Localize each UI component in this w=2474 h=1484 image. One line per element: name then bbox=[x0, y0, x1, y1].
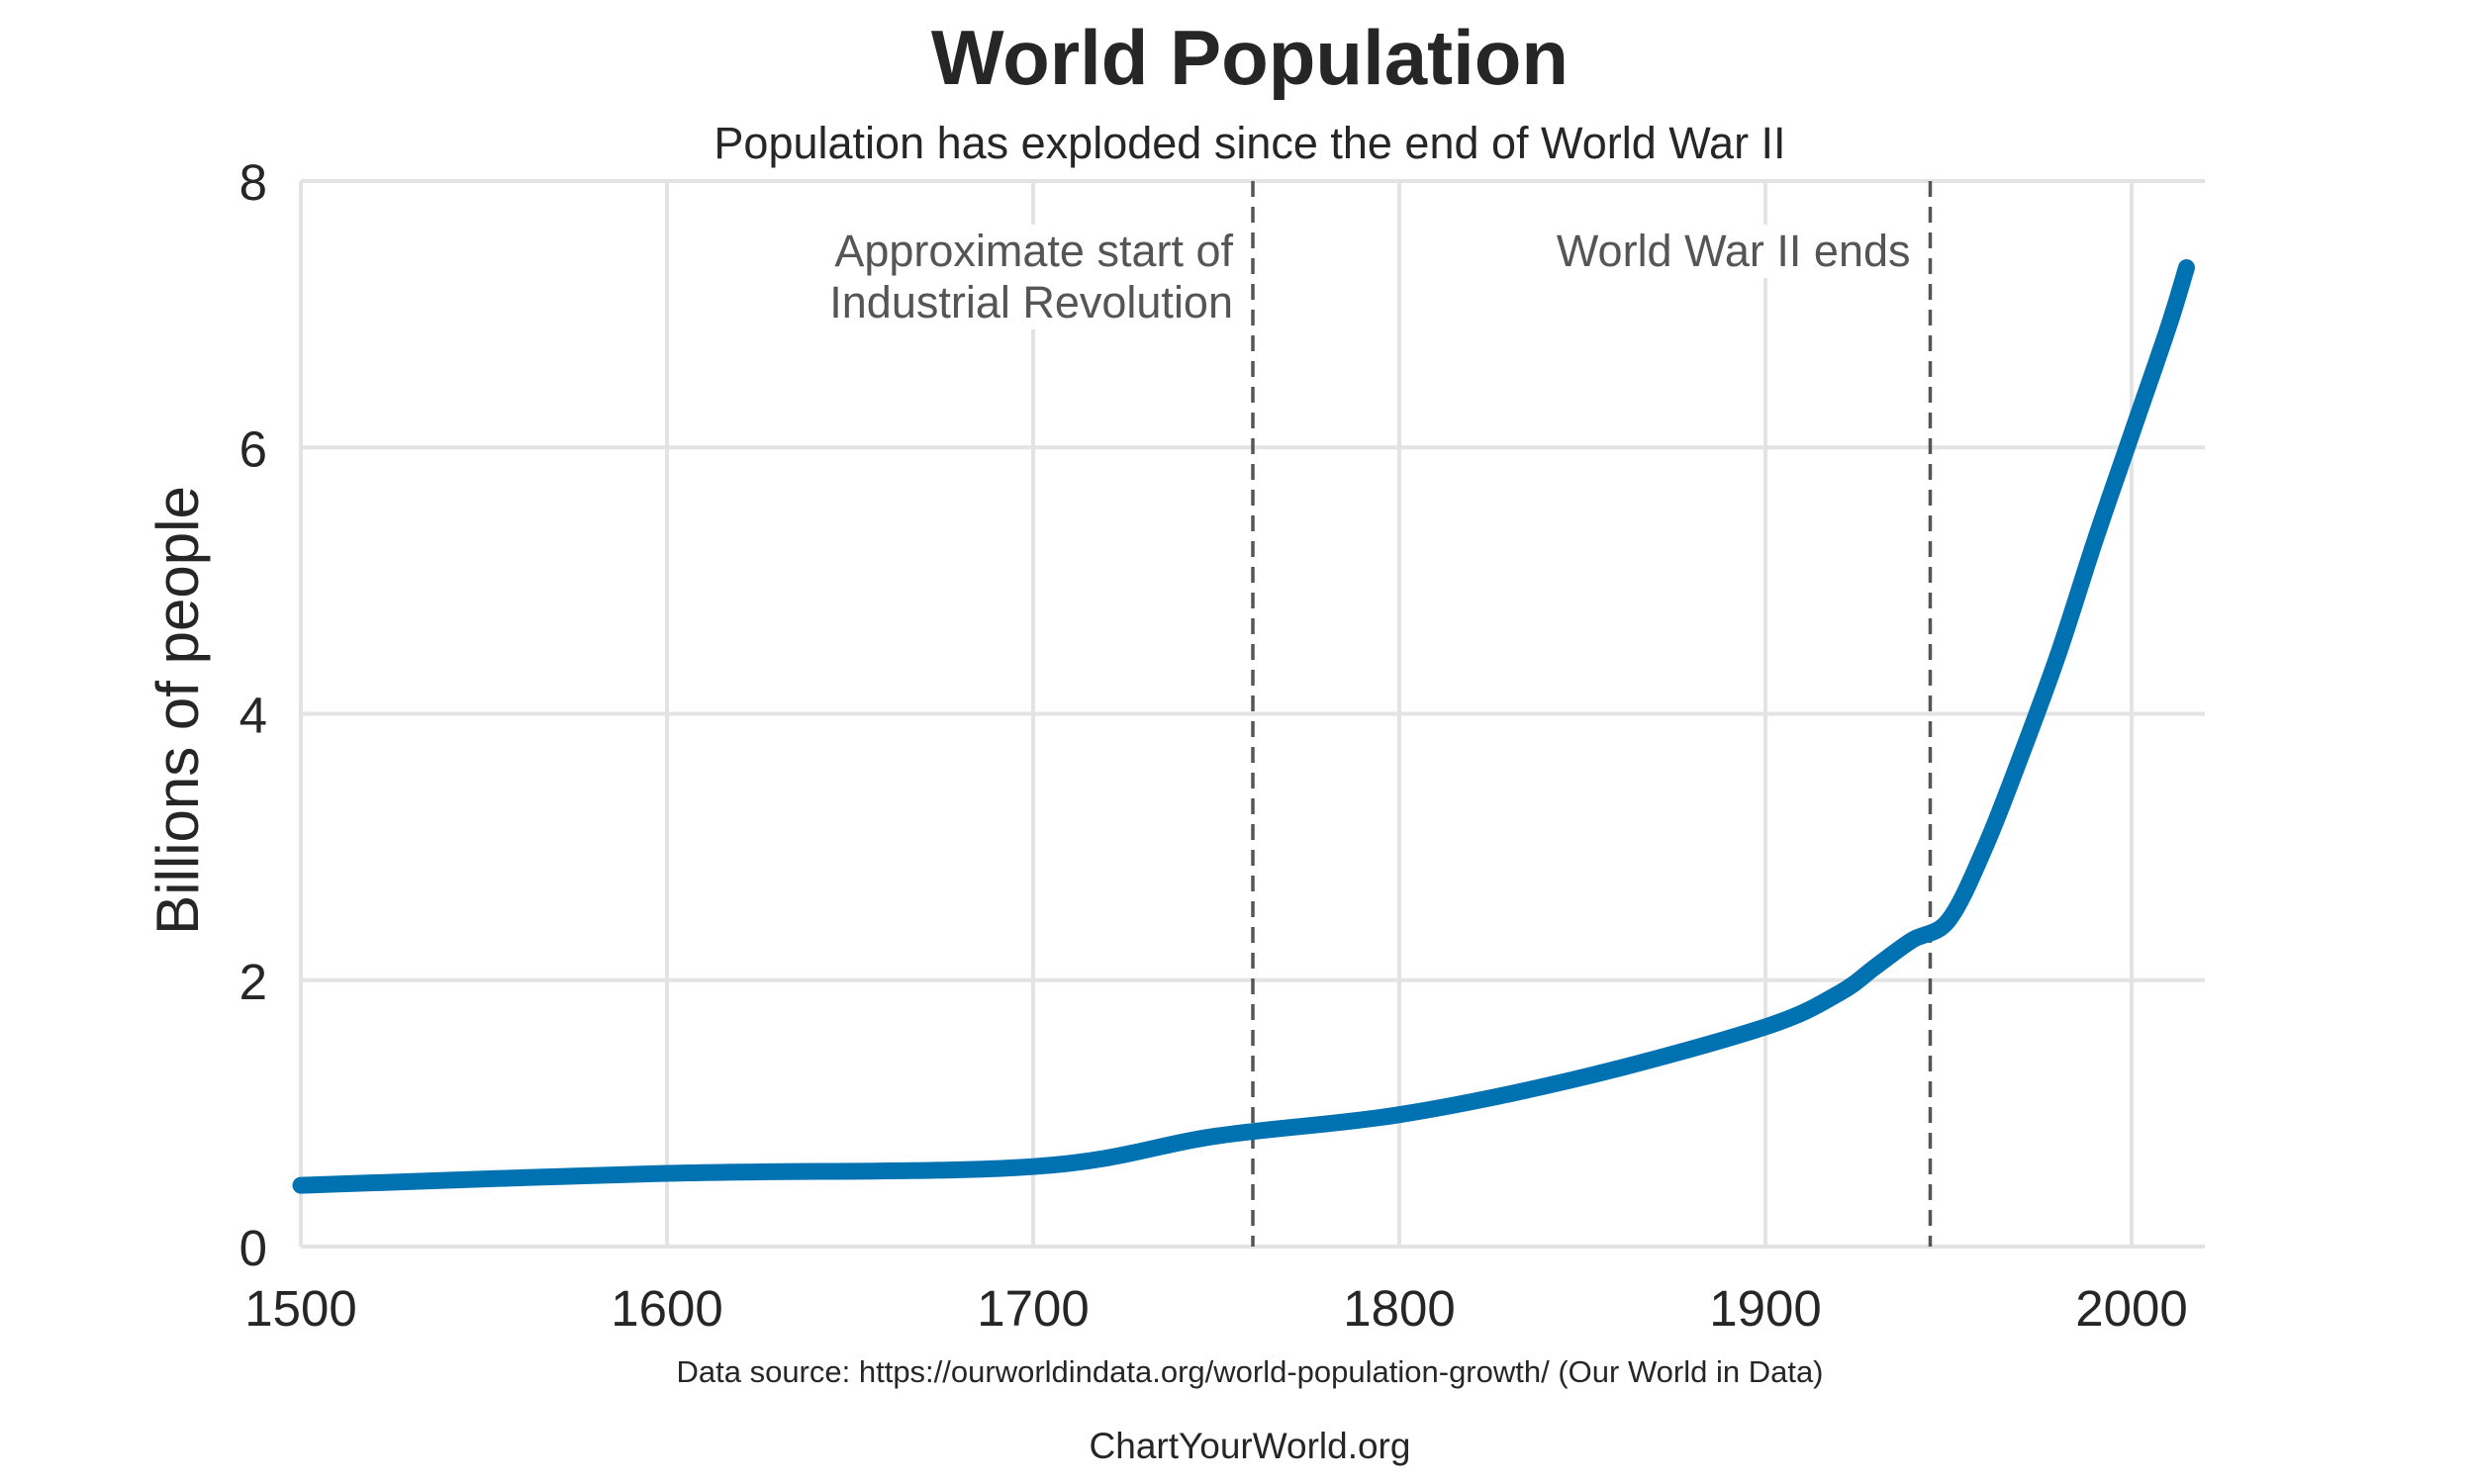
data-point bbox=[2167, 326, 2169, 328]
x-tick-label: 1600 bbox=[611, 1280, 722, 1337]
data-point bbox=[1984, 846, 1986, 848]
annotation-label: World War II ends bbox=[1557, 226, 1911, 276]
data-point bbox=[1032, 1165, 1034, 1167]
credit: ChartYourWorld.org bbox=[1090, 1426, 1411, 1466]
data-point bbox=[1581, 1076, 1583, 1078]
data-point bbox=[2094, 539, 2096, 541]
population-line bbox=[292, 259, 2195, 1194]
data-point bbox=[1764, 1026, 1766, 1028]
y-axis-label: Billions of people bbox=[144, 486, 211, 935]
annotation-label: Industrial Revolution bbox=[829, 277, 1233, 327]
series bbox=[292, 259, 2195, 1194]
y-tick-label: 2 bbox=[239, 954, 267, 1010]
data-point bbox=[2021, 753, 2023, 755]
data-point bbox=[1215, 1135, 1217, 1137]
x-tick-label: 1700 bbox=[977, 1280, 1089, 1337]
annotation-label: Approximate start of bbox=[834, 226, 1233, 276]
x-tick-label: 1900 bbox=[1709, 1280, 1821, 1337]
data-point bbox=[1874, 966, 1876, 968]
x-tick-label: 1500 bbox=[244, 1280, 356, 1337]
y-tick-label: 6 bbox=[239, 420, 267, 477]
data-point bbox=[2186, 267, 2188, 269]
data-point bbox=[300, 1184, 302, 1186]
data-point bbox=[2131, 433, 2133, 435]
data-point bbox=[1838, 992, 1840, 994]
tick-labels: 0 2 4 6 8 1500 1600 1700 1800 1900 2000 bbox=[239, 154, 2188, 1337]
annotation-backing bbox=[1524, 225, 1919, 278]
annotation-backing bbox=[780, 225, 1241, 278]
data-point bbox=[666, 1172, 668, 1174]
source-note: Data source: https://ourworldindata.org/… bbox=[676, 1354, 1823, 1389]
y-tick-label: 4 bbox=[239, 688, 267, 744]
data-point bbox=[1398, 1114, 1400, 1116]
data-point bbox=[2057, 653, 2059, 655]
data-point bbox=[1911, 939, 1913, 941]
chart-subtitle: Population has exploded since the end of… bbox=[714, 118, 1785, 168]
x-tick-label: 2000 bbox=[2075, 1280, 2187, 1337]
y-tick-label: 8 bbox=[239, 154, 267, 211]
annotation-backing bbox=[757, 276, 1241, 329]
data-point bbox=[1948, 919, 1950, 921]
y-tick-label: 0 bbox=[239, 1220, 267, 1276]
x-tick-label: 1800 bbox=[1343, 1280, 1455, 1337]
chart-title: World Population bbox=[931, 14, 1569, 101]
